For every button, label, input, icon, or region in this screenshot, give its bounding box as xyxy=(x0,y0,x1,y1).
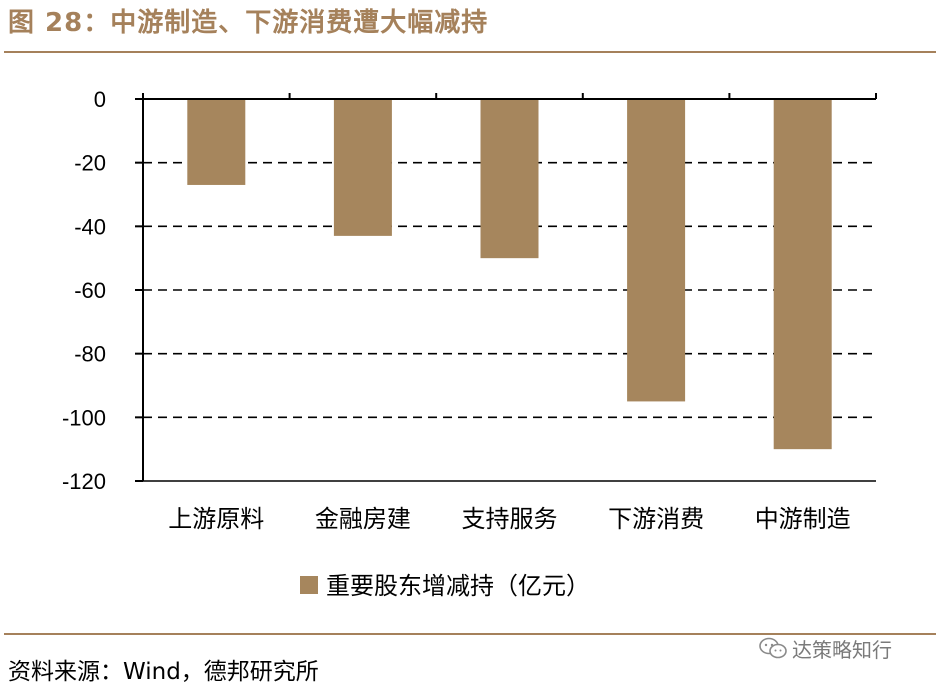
watermark: 达策略知行 xyxy=(758,636,892,662)
y-tick-label: 0 xyxy=(94,87,106,112)
y-tick-label: -80 xyxy=(74,342,106,367)
footer-rule xyxy=(4,633,936,635)
wechat-icon xyxy=(759,637,787,659)
y-tick-label: -60 xyxy=(74,278,106,303)
figure-title: 图 28：中游制造、下游消费遭大幅减持 xyxy=(8,8,489,38)
bar xyxy=(773,99,832,450)
y-tick-label: -20 xyxy=(74,151,106,176)
legend-label: 重要股东增减持（亿元） xyxy=(326,572,590,600)
bar xyxy=(333,99,392,236)
legend-swatch xyxy=(300,576,318,594)
y-tick-label: -40 xyxy=(74,214,106,239)
bar-chart: 0 -20 -40 -60 -80 -100 -120 上游原料 金融房建 支持服务 下游消费 中游制… xyxy=(62,87,877,600)
bar xyxy=(480,99,539,259)
x-tick-label: 支持服务 xyxy=(462,505,558,533)
title-rule xyxy=(4,51,936,53)
watermark-text: 达策略知行 xyxy=(792,637,892,662)
x-tick-label: 下游消费 xyxy=(608,505,704,533)
y-tick-label: -120 xyxy=(62,469,106,494)
bar xyxy=(187,99,246,185)
bar xyxy=(627,99,686,402)
x-tick-label: 中游制造 xyxy=(755,505,851,533)
source-note: 资料来源：Wind，德邦研究所 xyxy=(8,659,319,685)
y-tick-label: -100 xyxy=(62,405,106,430)
x-tick-label: 金融房建 xyxy=(315,505,411,533)
x-tick-label: 上游原料 xyxy=(168,505,264,533)
